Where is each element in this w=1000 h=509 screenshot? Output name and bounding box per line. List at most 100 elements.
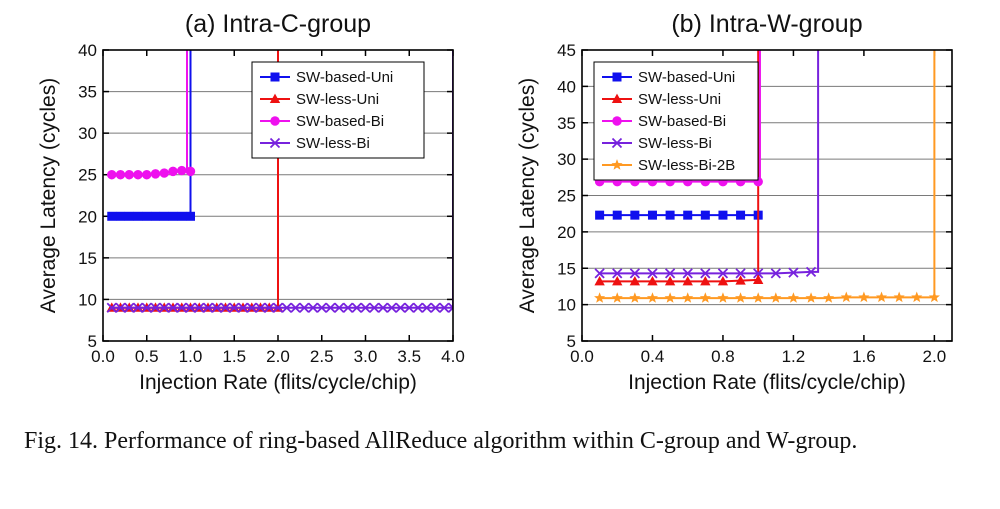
legend-label: SW-less-Bi xyxy=(638,135,712,152)
marker-triangle xyxy=(682,275,693,286)
saturation-line xyxy=(811,50,820,273)
marker-square xyxy=(647,210,657,220)
marker-x xyxy=(115,302,126,313)
x-tick-label: 1.5 xyxy=(222,347,246,366)
marker-triangle xyxy=(717,275,729,286)
marker-x xyxy=(611,137,623,149)
marker-x xyxy=(150,302,161,313)
marker-x xyxy=(682,268,693,279)
series-sw-based-bi xyxy=(107,50,196,180)
y-tick-label: 35 xyxy=(557,114,576,133)
x-tick-label: 4.0 xyxy=(441,347,465,366)
y-tick-label: 35 xyxy=(78,83,97,102)
marker-circle xyxy=(133,169,143,180)
marker-star xyxy=(699,292,711,303)
marker-star xyxy=(611,292,623,303)
marker-triangle xyxy=(611,93,623,104)
x-tick-label: 0.0 xyxy=(570,347,594,366)
marker-square xyxy=(270,72,280,82)
marker-x xyxy=(805,266,817,278)
marker-x xyxy=(202,302,214,313)
marker-x xyxy=(788,267,799,278)
marker-triangle xyxy=(594,275,605,286)
marker-circle xyxy=(107,169,117,180)
marker-x xyxy=(307,302,319,313)
marker-x xyxy=(299,302,310,313)
marker-star xyxy=(823,292,835,303)
plot-area xyxy=(594,50,940,303)
marker-star xyxy=(840,291,852,303)
x-tick-label: 1.6 xyxy=(852,347,876,366)
marker-square xyxy=(107,211,117,221)
marker-star xyxy=(770,292,782,303)
marker-circle xyxy=(185,166,196,177)
legend-label: SW-less-Bi-2B xyxy=(638,157,735,174)
legend-label: SW-less-Bi xyxy=(296,135,370,152)
marker-x xyxy=(770,268,781,279)
marker-x xyxy=(185,302,196,313)
series-sw-based-uni xyxy=(107,50,195,221)
marker-x xyxy=(334,302,345,313)
marker-x xyxy=(264,302,275,313)
marker-x xyxy=(342,302,354,313)
marker-star xyxy=(911,291,923,303)
chart-title: (a) Intra-C-group xyxy=(185,10,371,38)
x-tick-label: 2.0 xyxy=(266,347,290,366)
y-tick-label: 15 xyxy=(78,249,97,268)
x-tick-label: 1.0 xyxy=(179,347,203,366)
marker-circle xyxy=(159,168,169,178)
marker-x xyxy=(141,302,152,313)
x-tick-label: 1.2 xyxy=(782,347,806,366)
marker-x xyxy=(717,268,729,279)
marker-x xyxy=(377,302,389,313)
marker-x xyxy=(272,302,284,313)
marker-square xyxy=(612,72,622,82)
marker-star xyxy=(682,292,694,303)
series-sw-less-bi xyxy=(594,50,820,279)
marker-star xyxy=(805,292,817,303)
x-tick-label: 3.5 xyxy=(397,347,421,366)
marker-x xyxy=(159,302,170,313)
y-tick-label: 10 xyxy=(78,290,97,309)
marker-x xyxy=(246,302,257,313)
marker-circle xyxy=(150,169,161,179)
marker-x xyxy=(290,302,301,313)
marker-triangle xyxy=(612,275,623,286)
marker-circle xyxy=(142,169,152,180)
marker-x xyxy=(351,302,362,313)
marker-x xyxy=(360,302,371,313)
legend: SW-based-Uni SW-less-Uni SW-based-Bi SW-les… xyxy=(251,61,425,159)
marker-square xyxy=(736,210,746,220)
marker-star xyxy=(893,291,905,303)
marker-x xyxy=(447,302,453,313)
marker-x xyxy=(220,302,231,313)
y-tick-label: 15 xyxy=(557,259,576,278)
chart-panel-b: (b) Intra-W-group 5 10 15 20 25 30 35 40 45 0.0 0.4… xyxy=(516,10,953,394)
plot-frame xyxy=(102,49,454,342)
legend-label: SW-based-Uni xyxy=(638,69,735,86)
y-tick-label: 5 xyxy=(88,332,97,351)
x-axis-label: Injection Rate (flits/cycle/chip) xyxy=(628,371,906,394)
y-tick-label: 25 xyxy=(78,166,97,185)
marker-square xyxy=(665,210,675,220)
y-tick-label: 10 xyxy=(557,296,576,315)
marker-square xyxy=(700,210,710,220)
marker-circle xyxy=(115,169,126,180)
legend-label: SW-less-Uni xyxy=(638,91,721,108)
x-tick-label: 0.5 xyxy=(135,347,159,366)
x-axis-label: Injection Rate (flits/cycle/chip) xyxy=(139,371,417,394)
marker-circle xyxy=(612,116,622,126)
marker-triangle xyxy=(647,275,658,286)
marker-x xyxy=(735,268,746,279)
marker-x xyxy=(167,302,179,313)
y-tick-label: 25 xyxy=(557,187,576,206)
marker-x xyxy=(430,302,441,313)
legend-label: SW-based-Uni xyxy=(296,69,393,86)
y-tick-label: 20 xyxy=(78,207,97,226)
marker-x xyxy=(395,302,406,313)
legend-label: SW-based-Bi xyxy=(638,113,726,130)
marker-square xyxy=(177,211,187,221)
marker-x xyxy=(229,302,240,313)
marker-triangle xyxy=(700,275,711,286)
marker-star xyxy=(646,292,659,303)
